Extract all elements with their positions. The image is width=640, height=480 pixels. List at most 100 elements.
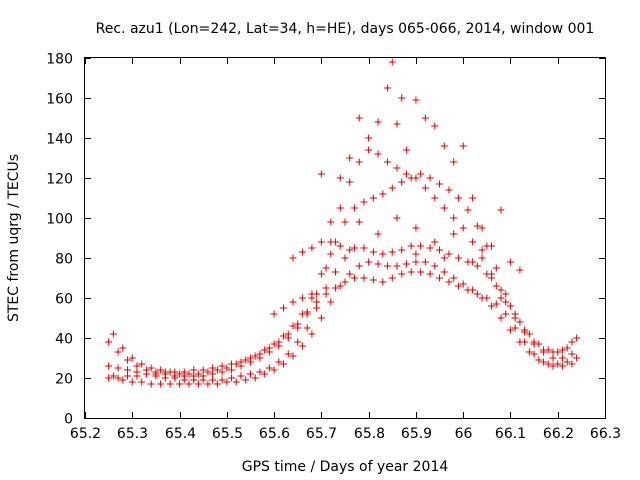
x-tick-label: 66.1	[495, 426, 526, 442]
data-point	[440, 268, 448, 276]
data-point	[161, 370, 169, 378]
data-point	[421, 184, 429, 192]
data-point	[417, 268, 425, 276]
data-point	[417, 242, 425, 250]
data-point	[554, 360, 562, 368]
data-point	[147, 364, 155, 372]
data-point	[261, 370, 269, 378]
x-tick-label: 65.4	[165, 426, 196, 442]
data-point	[374, 150, 382, 158]
data-point	[469, 258, 477, 266]
data-point	[549, 362, 557, 370]
data-point	[194, 380, 202, 388]
data-point	[114, 374, 122, 382]
data-point	[355, 158, 363, 166]
data-point	[431, 194, 439, 202]
data-point	[289, 254, 297, 262]
data-point	[261, 346, 269, 354]
data-point	[332, 268, 340, 276]
data-point	[398, 270, 406, 278]
data-point	[369, 248, 377, 256]
x-tick-label: 65.6	[259, 426, 290, 442]
data-point	[317, 270, 325, 278]
data-point	[450, 158, 458, 166]
data-point	[450, 230, 458, 238]
data-point	[242, 376, 250, 384]
data-point	[350, 274, 358, 282]
data-point	[265, 348, 273, 356]
data-point	[450, 274, 458, 282]
data-point	[322, 284, 330, 292]
data-point	[478, 254, 486, 262]
data-point	[346, 154, 354, 162]
data-point	[336, 242, 344, 250]
data-point	[369, 194, 377, 202]
data-point	[563, 358, 571, 366]
data-point	[336, 174, 344, 182]
data-point	[374, 118, 382, 126]
y-axis-label: STEC from uqrg / TECUs	[6, 154, 22, 322]
data-point	[105, 338, 113, 346]
data-point	[398, 246, 406, 254]
data-point	[223, 364, 231, 372]
data-point	[412, 96, 420, 104]
data-point	[506, 258, 514, 266]
x-tick-label: 66.2	[543, 426, 574, 442]
data-point	[199, 366, 207, 374]
y-tick-label: 180	[46, 52, 73, 68]
data-point	[199, 372, 207, 380]
data-point	[535, 340, 543, 348]
data-point	[478, 246, 486, 254]
data-points	[105, 58, 581, 388]
data-point	[332, 284, 340, 292]
data-point	[440, 254, 448, 262]
data-point	[128, 354, 136, 362]
data-point	[516, 266, 524, 274]
data-point	[459, 224, 467, 232]
data-point	[190, 372, 198, 380]
data-point	[336, 282, 344, 290]
data-point	[138, 378, 146, 386]
data-point	[275, 358, 283, 366]
data-point	[185, 370, 193, 378]
data-point	[228, 374, 236, 382]
data-point	[289, 322, 297, 330]
data-point	[573, 354, 581, 362]
data-point	[298, 294, 306, 302]
data-point	[374, 230, 382, 238]
data-point	[421, 258, 429, 266]
data-point	[275, 342, 283, 350]
data-point	[431, 238, 439, 246]
data-point	[246, 358, 254, 366]
data-point	[436, 246, 444, 254]
data-point	[313, 298, 321, 306]
data-point	[317, 314, 325, 322]
data-point	[393, 120, 401, 128]
data-point	[488, 302, 496, 310]
data-point	[204, 380, 212, 388]
data-point	[265, 364, 273, 372]
data-point	[232, 360, 240, 368]
data-point	[327, 250, 335, 258]
data-point	[336, 204, 344, 212]
x-tick-label: 65.5	[212, 426, 243, 442]
data-point	[284, 334, 292, 342]
data-point	[209, 376, 217, 384]
data-point	[355, 218, 363, 226]
data-point	[180, 372, 188, 380]
y-tick-label: 80	[55, 252, 73, 268]
data-point	[488, 242, 496, 250]
data-point	[355, 262, 363, 270]
data-point	[313, 304, 321, 312]
data-point	[152, 368, 160, 376]
data-point	[209, 364, 217, 372]
data-point	[360, 198, 368, 206]
data-point	[190, 366, 198, 374]
data-point	[473, 222, 481, 230]
data-point	[176, 370, 184, 378]
data-point	[303, 324, 311, 332]
data-point	[242, 356, 250, 364]
data-point	[232, 378, 240, 386]
data-point	[185, 380, 193, 388]
